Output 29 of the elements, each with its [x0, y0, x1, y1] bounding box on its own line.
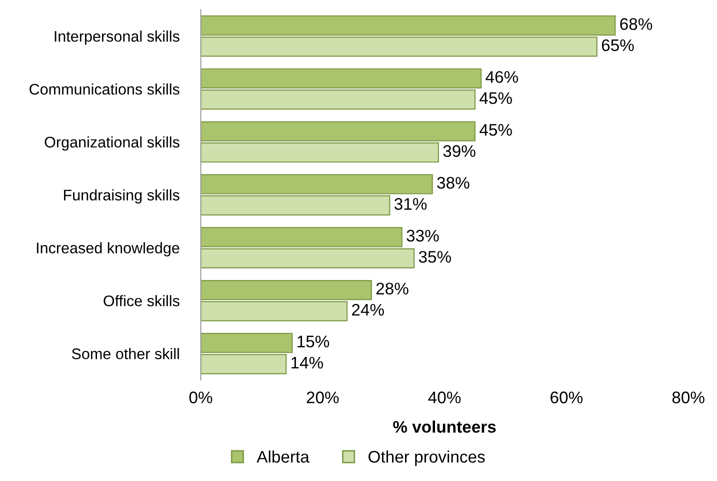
data-label: 15%: [298, 336, 330, 348]
y-tick-label: Organizational skills: [44, 136, 180, 151]
y-tick-label: Communications skills: [30, 83, 180, 95]
data-label: 39%: [443, 145, 476, 157]
y-tick-label: Some other skill: [72, 348, 179, 360]
data-label: 38%: [437, 176, 470, 189]
x-tick-label: 80%: [672, 392, 704, 404]
data-label: 65%: [602, 39, 634, 52]
data-label: 68%: [620, 18, 652, 30]
x-tick-label: 20%: [306, 392, 339, 404]
y-tick-label: Interpersonal skills: [54, 30, 180, 45]
data-label: 45%: [480, 124, 512, 136]
x-tick-label: 0%: [189, 392, 212, 404]
legend-label: Alberta: [256, 450, 310, 463]
y-tick-label: Fundraising skills: [64, 189, 180, 204]
x-tick-label: 60%: [550, 392, 583, 404]
legend-label: Other provinces: [368, 450, 485, 466]
data-label: 45%: [480, 92, 512, 104]
y-tick-label: Increased knowledge: [36, 242, 180, 256]
data-label: 28%: [376, 282, 408, 295]
data-label: 24%: [352, 304, 384, 316]
x-axis-title: % volunteers: [393, 420, 496, 433]
x-tick-label: 40%: [428, 392, 461, 404]
data-label: 33%: [406, 230, 439, 242]
data-label: 35%: [418, 250, 451, 263]
data-label: 31%: [394, 198, 427, 210]
data-label: 46%: [486, 71, 518, 83]
y-tick-label: Office skills: [104, 295, 180, 306]
data-label: 14%: [292, 356, 324, 369]
